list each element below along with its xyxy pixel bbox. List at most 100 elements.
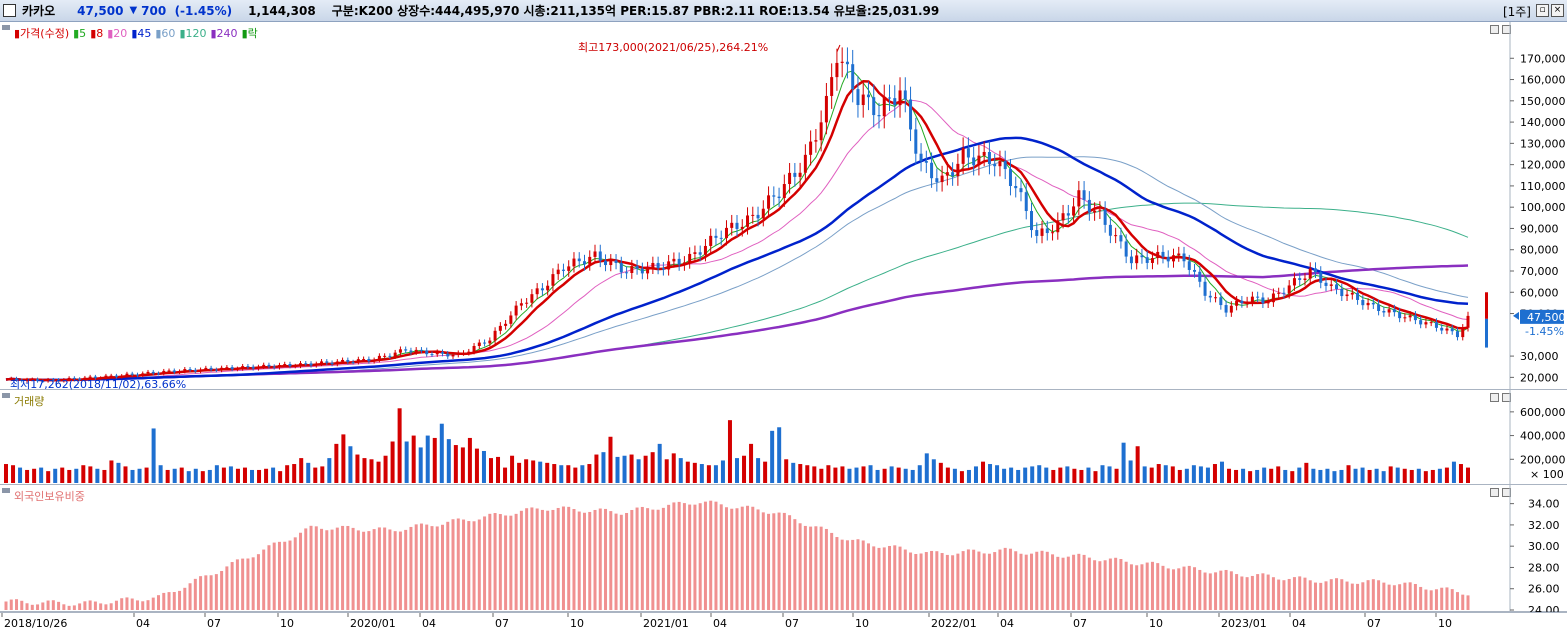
foreign-bar [751, 506, 755, 610]
volume-bar [165, 469, 170, 483]
foreign-bar [556, 507, 560, 610]
foreign-bar [877, 547, 881, 610]
foreign-bar [114, 600, 118, 610]
candle-body [535, 288, 539, 295]
foreign-bar [919, 553, 923, 610]
foreign-bar [235, 559, 239, 610]
candle-body [293, 365, 297, 367]
y-tick-label: 28.00 [1528, 561, 1560, 574]
candle-body [1145, 257, 1149, 263]
candle-body [1261, 297, 1265, 304]
foreign-bar [840, 539, 844, 610]
volume-bar [517, 462, 522, 483]
foreign-bar [351, 527, 355, 610]
panel-handle[interactable] [2, 25, 10, 30]
candle-body [814, 140, 818, 142]
panel-minimize-icon[interactable] [1490, 488, 1499, 497]
candle-body [835, 62, 839, 78]
foreign-bar [903, 549, 907, 610]
foreign-bar [462, 519, 466, 610]
volume-bar [1065, 466, 1070, 483]
volume-bar [207, 469, 212, 483]
period-selector[interactable]: [1주] [1502, 5, 1531, 19]
foreign-bar [640, 506, 644, 610]
volume-bar [720, 460, 725, 483]
volume-bar [292, 464, 297, 483]
volume-bar [791, 462, 796, 483]
close-icon[interactable]: × [1551, 4, 1564, 17]
x-tick-label: 07 [1367, 617, 1381, 630]
foreign-bar [1377, 580, 1381, 610]
foreign-bar [1319, 582, 1323, 610]
candle-body [104, 375, 108, 378]
candle-body [1182, 253, 1186, 262]
foreign-bar [220, 570, 224, 610]
candle-body [1098, 209, 1102, 211]
volume-bar [713, 465, 718, 483]
candle-body [514, 305, 518, 316]
select-checkbox[interactable] [3, 4, 16, 17]
volume-bar [116, 462, 121, 483]
foreign-bar [178, 590, 182, 610]
foreign-bar [1024, 554, 1028, 610]
volume-bar [756, 458, 761, 483]
x-tick-label: 04 [136, 617, 150, 630]
foreign-bar [1135, 565, 1139, 610]
volume-bar [411, 435, 416, 483]
candle-body [72, 377, 76, 379]
panel-minimize-icon[interactable] [1490, 25, 1499, 34]
candle-body [1208, 295, 1212, 298]
panel-handle[interactable] [2, 393, 10, 398]
candle-body [651, 262, 655, 268]
candle-body [1093, 210, 1097, 213]
volume-bar [1212, 464, 1217, 483]
volume-bar [1318, 469, 1323, 483]
foreign-bar [572, 509, 576, 610]
candle-body [1429, 322, 1433, 324]
foreign-bar [625, 512, 629, 610]
foreign-bar [1308, 580, 1312, 610]
candle-body [682, 262, 686, 265]
volume-bar [179, 467, 184, 483]
foreign-bar [1256, 574, 1260, 610]
foreign-bar [519, 510, 523, 610]
foreign-bar [372, 529, 376, 610]
volume-bar [88, 466, 93, 483]
panel-handle[interactable] [2, 488, 10, 493]
candle-body [130, 373, 134, 375]
volume-bar [1079, 469, 1084, 483]
volume-bar [109, 460, 114, 483]
candle-body [1366, 302, 1370, 306]
volume-bar [334, 443, 339, 483]
price-chart: 170,000 160,000 150,000 140,000 130,000 120,0… [5, 22, 1566, 390]
volume-bar [1381, 471, 1386, 483]
candle-body [167, 370, 171, 372]
foreign-bar [1340, 579, 1344, 610]
current-price: 47,500 [77, 3, 124, 18]
x-tick-label: 07 [1073, 617, 1087, 630]
foreign-bar [456, 518, 460, 610]
volume-bar [137, 468, 142, 483]
volume-bar [1325, 468, 1330, 483]
restore-icon[interactable]: ▫ [1536, 4, 1549, 17]
foreign-bar [756, 509, 760, 610]
candle-body [1082, 190, 1086, 200]
panel-minimize-icon[interactable] [1490, 393, 1499, 402]
candle-body [1229, 305, 1233, 313]
candle-body [861, 94, 865, 106]
foreign-bar [83, 601, 87, 610]
foreign-bar [709, 500, 713, 610]
volume-bar [1156, 464, 1161, 483]
foreign-bar [1087, 557, 1091, 610]
x-tick-label: 07 [207, 617, 221, 630]
foreign-bar [1019, 553, 1023, 610]
candle-body [193, 369, 197, 372]
candle-body [1129, 256, 1133, 264]
volume-bar [1339, 469, 1344, 483]
foreign-bar [288, 540, 292, 610]
foreign-bar [1455, 592, 1459, 610]
foreign-bar [130, 598, 134, 610]
candle-body [283, 364, 287, 366]
foreign-bar [451, 519, 455, 610]
candle-body [320, 361, 324, 364]
